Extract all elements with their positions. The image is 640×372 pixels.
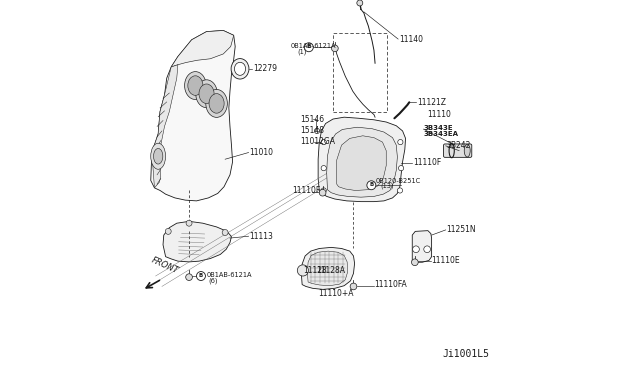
Text: 0B1AB-6121A: 0B1AB-6121A	[206, 272, 252, 278]
Circle shape	[357, 0, 363, 6]
Ellipse shape	[184, 71, 206, 99]
Ellipse shape	[151, 143, 166, 169]
Circle shape	[399, 166, 404, 171]
Text: 11012GA: 11012GA	[301, 137, 335, 146]
Circle shape	[397, 188, 403, 193]
Polygon shape	[318, 117, 406, 202]
Polygon shape	[163, 221, 232, 262]
Text: B: B	[369, 182, 374, 187]
Ellipse shape	[188, 76, 203, 95]
Ellipse shape	[234, 62, 246, 75]
Text: Ji1001L5: Ji1001L5	[442, 349, 489, 359]
Text: 11113: 11113	[250, 232, 273, 241]
Text: 11140: 11140	[399, 35, 423, 44]
Text: (13): (13)	[380, 183, 394, 189]
Polygon shape	[326, 127, 397, 197]
Text: 0B1AB-6121A: 0B1AB-6121A	[291, 43, 336, 49]
Polygon shape	[307, 251, 348, 286]
Text: (1): (1)	[297, 48, 307, 55]
Ellipse shape	[199, 84, 214, 103]
Circle shape	[186, 220, 192, 226]
Polygon shape	[412, 231, 431, 262]
Text: 11121Z: 11121Z	[417, 98, 445, 107]
Text: 11110F: 11110F	[292, 186, 320, 195]
Polygon shape	[151, 31, 235, 201]
Text: 3B343E: 3B343E	[424, 125, 453, 131]
Text: B: B	[199, 273, 203, 278]
Circle shape	[332, 45, 338, 52]
Circle shape	[412, 259, 418, 266]
Circle shape	[397, 140, 403, 145]
Text: 15146: 15146	[301, 115, 324, 124]
Circle shape	[186, 274, 193, 280]
Text: 11128A: 11128A	[316, 266, 346, 275]
Text: 11251N: 11251N	[447, 225, 476, 234]
Text: 11110FA: 11110FA	[374, 280, 408, 289]
Ellipse shape	[196, 80, 218, 108]
Circle shape	[196, 272, 205, 280]
Circle shape	[367, 181, 376, 190]
Ellipse shape	[154, 148, 163, 164]
Text: 11110F: 11110F	[413, 158, 441, 167]
Ellipse shape	[206, 89, 227, 117]
Circle shape	[222, 230, 228, 235]
Circle shape	[165, 228, 172, 234]
Ellipse shape	[209, 94, 224, 113]
Circle shape	[305, 43, 314, 52]
Circle shape	[350, 283, 357, 290]
Text: 3B242: 3B242	[447, 141, 471, 150]
Text: FRONT: FRONT	[150, 256, 180, 275]
Polygon shape	[337, 136, 386, 190]
Text: 11110: 11110	[427, 110, 451, 119]
Polygon shape	[152, 65, 178, 188]
Polygon shape	[301, 247, 355, 289]
Circle shape	[319, 189, 326, 196]
Ellipse shape	[464, 144, 470, 157]
Circle shape	[321, 166, 326, 171]
Text: 11110+A: 11110+A	[318, 289, 353, 298]
Bar	[333, 33, 387, 112]
Circle shape	[321, 140, 326, 145]
Polygon shape	[172, 31, 234, 67]
Text: 12279: 12279	[253, 64, 277, 73]
Text: 15148: 15148	[301, 126, 324, 135]
Circle shape	[424, 246, 431, 253]
Circle shape	[413, 246, 419, 253]
Text: 3B343EA: 3B343EA	[424, 131, 458, 137]
Text: 11128: 11128	[303, 266, 328, 275]
Text: 11010: 11010	[250, 148, 273, 157]
Circle shape	[321, 188, 326, 193]
Text: 0B120-B251C: 0B120-B251C	[376, 178, 421, 184]
Text: (6): (6)	[209, 277, 218, 284]
FancyBboxPatch shape	[444, 144, 472, 157]
Ellipse shape	[231, 58, 249, 79]
Text: 11110E: 11110E	[431, 256, 460, 265]
Text: B: B	[307, 44, 311, 49]
Circle shape	[298, 265, 308, 276]
